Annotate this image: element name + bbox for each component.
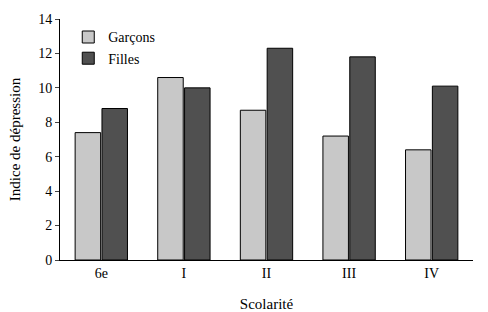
svg-text:4: 4 [45, 184, 52, 199]
svg-text:14: 14 [38, 12, 52, 27]
svg-text:Garçons: Garçons [108, 30, 155, 45]
svg-text:10: 10 [38, 81, 52, 96]
svg-text:I: I [182, 266, 187, 281]
svg-text:6: 6 [45, 150, 52, 165]
svg-text:8: 8 [45, 115, 52, 130]
svg-text:III: III [342, 266, 356, 281]
svg-text:Indice de dépression: Indice de dépression [7, 77, 23, 201]
svg-text:IV: IV [424, 266, 439, 281]
svg-text:2: 2 [45, 218, 52, 233]
svg-text:Scolarité: Scolarité [240, 296, 294, 312]
svg-text:12: 12 [38, 46, 52, 61]
svg-text:Filles: Filles [108, 52, 139, 67]
svg-text:0: 0 [45, 253, 52, 268]
svg-text:6e: 6e [95, 266, 108, 281]
svg-text:II: II [262, 266, 272, 281]
